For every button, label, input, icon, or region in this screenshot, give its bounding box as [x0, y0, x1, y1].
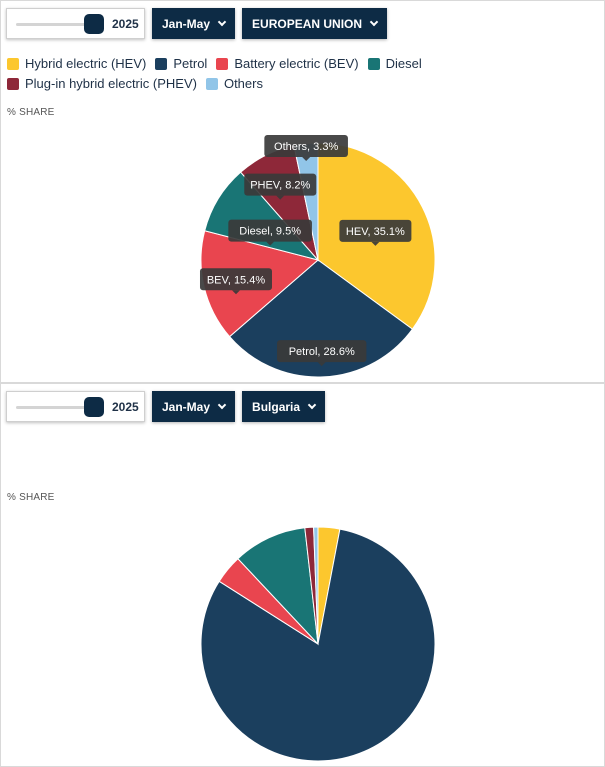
legend-swatch	[7, 77, 19, 90]
legend-swatch	[216, 57, 229, 70]
chart-controls: 2025 Jan-May EUROPEAN UNION	[6, 8, 388, 39]
data-label-text: Petrol, 28.6%	[289, 346, 355, 358]
year-value: 2025	[112, 17, 139, 31]
data-label-petrol: Petrol, 28.6%	[277, 340, 367, 367]
legend-swatch	[205, 77, 218, 90]
year-slider-handle[interactable]	[84, 397, 104, 417]
legend-label: Battery electric (BEV)	[234, 56, 359, 71]
year-value: 2025	[112, 400, 139, 414]
region-dropdown[interactable]: Bulgaria	[242, 391, 326, 422]
data-label-hev: HEV, 35.1%	[339, 219, 412, 246]
chart-controls: 2025 Jan-May Bulgaria	[6, 391, 326, 422]
data-label-others: Others, 3.3%	[264, 134, 348, 161]
legend-label: Hybrid electric (HEV)	[25, 56, 147, 71]
bulgaria-pie-chart	[200, 526, 436, 762]
legend-item[interactable]: Hybrid electric (HEV)	[7, 56, 146, 71]
data-label-text: Diesel, 9.5%	[239, 226, 301, 238]
period-value: Jan-May	[162, 16, 211, 31]
legend-label: Others	[223, 76, 263, 91]
share-axis-label: % SHARE	[7, 107, 55, 118]
pie-slice-diesel[interactable]	[237, 527, 319, 646]
chart-legend: Hybrid electric (HEV) Petrol Battery elect…	[7, 56, 605, 91]
region-value: EUROPEAN UNION	[252, 16, 363, 31]
legend-swatch	[155, 57, 168, 70]
data-label-phev: PHEV, 8.2%	[244, 173, 317, 200]
legend-item[interactable]: Diesel	[367, 56, 422, 71]
legend-label: Petrol	[173, 56, 208, 71]
data-label-bev: BEV, 15.4%	[199, 268, 272, 295]
data-label-diesel: Diesel, 9.5%	[228, 219, 312, 246]
year-slider[interactable]: 2025	[6, 391, 145, 422]
year-slider[interactable]: 2025	[6, 8, 145, 39]
period-value: Jan-May	[162, 399, 211, 414]
legend-label: Diesel	[385, 56, 422, 71]
pie-slice-others[interactable]	[313, 526, 319, 645]
period-dropdown[interactable]: Jan-May	[152, 391, 236, 422]
pie-slice-petrol[interactable]	[228, 259, 414, 378]
region-dropdown[interactable]: EUROPEAN UNION	[242, 8, 388, 39]
share-axis-label: % SHARE	[7, 492, 55, 503]
region-value: Bulgaria	[252, 399, 301, 414]
bulgaria-chart-panel: 2025 Jan-May Bulgaria % SHARE	[0, 383, 605, 767]
year-slider-track[interactable]	[16, 23, 96, 26]
eu-pie-chart: HEV, 35.1% Petrol, 28.6% BEV, 15.4% Diesel,…	[199, 134, 436, 378]
pie-slice-petrol[interactable]	[200, 528, 436, 762]
eu-chart-panel: 2025 Jan-May EUROPEAN UNION Hybrid elect…	[0, 0, 605, 383]
year-slider-track[interactable]	[16, 406, 96, 409]
period-dropdown[interactable]: Jan-May	[152, 8, 236, 39]
legend-item[interactable]: Others	[205, 76, 263, 91]
year-slider-handle[interactable]	[84, 14, 104, 34]
data-label-text: HEV, 35.1%	[346, 226, 405, 238]
legend-label: Plug-in hybrid electric (PHEV)	[25, 76, 197, 91]
data-label-text: Others, 3.3%	[274, 141, 338, 153]
legend-swatch	[7, 57, 19, 70]
data-label-text: PHEV, 8.2%	[250, 180, 310, 192]
legend-item[interactable]: Plug-in hybrid electric (PHEV)	[7, 76, 197, 91]
legend-item[interactable]: Battery electric (BEV)	[216, 56, 359, 71]
data-label-text: BEV, 15.4%	[207, 274, 266, 286]
legend-item[interactable]: Petrol	[155, 56, 207, 71]
legend-swatch	[367, 57, 380, 70]
